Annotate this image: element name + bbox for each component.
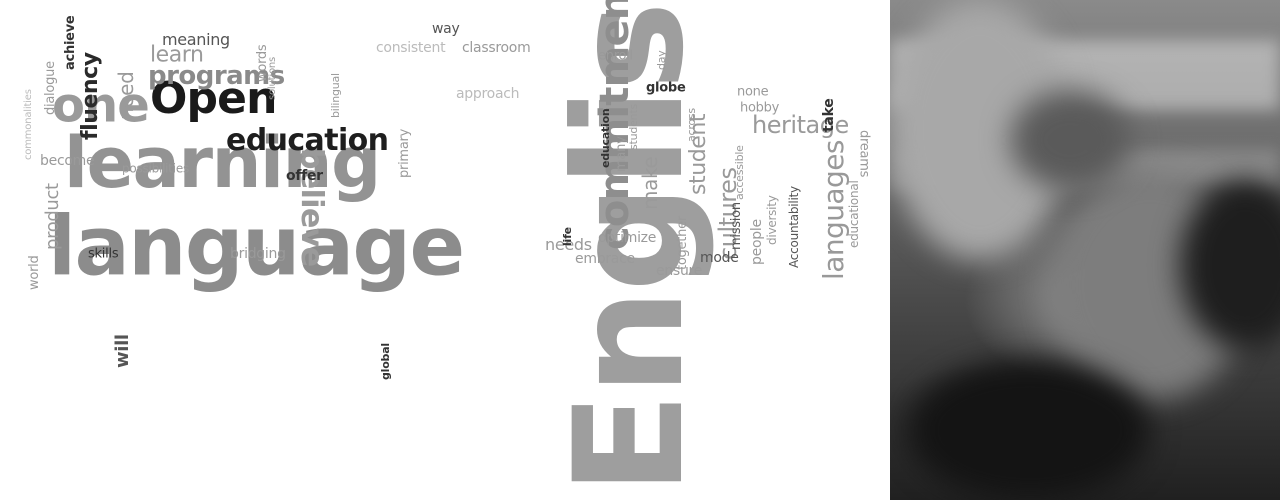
cloud-word: believe [294,148,329,267]
cloud-word: learn [150,42,204,68]
blurred-photo [890,0,1280,500]
cloud-word: across [685,108,698,142]
cloud-word: languages [817,140,850,280]
cloud-word: life [561,227,574,246]
cloud-word: language [48,199,465,295]
cloud-word: together [675,216,690,270]
cloud-word: skills [88,246,119,262]
cloud-word: classroom [462,39,531,56]
cloud-word: people [749,219,765,265]
cloud-word: students [627,103,640,150]
cloud-word: enroll [598,48,633,64]
cloud-word: day [655,50,668,70]
cloud-word: mission [729,202,744,250]
cloud-word: become [40,152,95,169]
cloud-word: one [52,77,150,134]
cloud-word: consistent [376,39,446,56]
cloud-word: Open [150,72,277,124]
cloud-word: dreams [856,130,872,178]
cloud-word: make [638,156,662,210]
cloud-word: needs [545,235,592,255]
cloud-word: commonalities [23,89,34,160]
cloud-word: globe [646,80,686,96]
cloud-word: will [112,334,133,368]
cloud-word: possibilities [122,161,189,176]
cloud-word: optimize [598,229,657,246]
cloud-word: education [226,123,389,158]
cloud-word: heritage [752,110,849,139]
cloud-word: diversity [765,195,779,245]
cloud-word: educational [847,180,861,248]
cloud-word: achieve [63,15,78,70]
cloud-word: learning [64,122,381,204]
photo-blob [1010,90,1130,190]
photo-blob [1180,180,1280,350]
cloud-word: global [379,343,392,380]
cloud-word: primary [397,128,412,178]
cloud-word: way [432,20,460,37]
cloud-word: dialogue [43,61,58,115]
cloud-word: solutions [267,56,278,100]
cloud-word: ensure [656,262,703,279]
cloud-word: mode [700,249,739,266]
cloud-word: embrace [575,250,635,267]
cloud-word: meaning [162,30,230,50]
cloud-word: approach [456,85,520,102]
cloud-word: fluency [78,52,103,140]
cloud-word: need [114,71,138,120]
photo-blob [910,360,1150,500]
word-cloud-image: English language learning one Open education p… [23,0,872,495]
cloud-word: product [42,183,63,250]
cloud-word: take [821,98,837,132]
cloud-word: accessible [733,145,746,200]
cloud-word: education [599,108,612,168]
cloud-word: programs [148,61,285,92]
cloud-word: world [27,255,42,291]
cloud-word: none [737,84,769,100]
cloud-word: Accountability [787,186,801,268]
cloud-word: offer [286,167,323,184]
cloud-word: hobby [740,100,780,116]
cloud-word: bilingual [329,73,342,118]
cloud-word: bridging [230,245,286,262]
